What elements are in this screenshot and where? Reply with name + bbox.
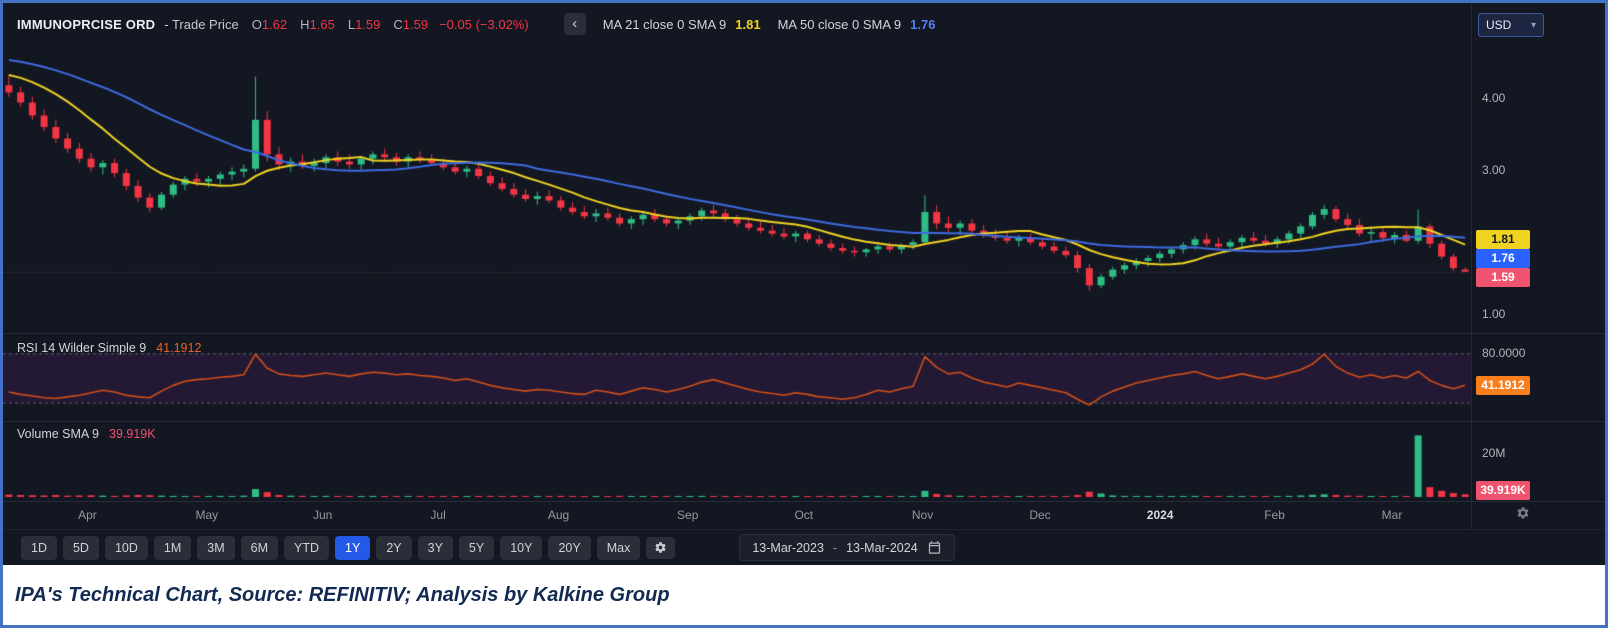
range-button-6m[interactable]: 6M [240,535,279,560]
panel-divider [3,421,1605,422]
chart-settings-button[interactable] [646,536,676,559]
range-button-10y[interactable]: 10Y [500,535,543,560]
ma50-legend-label: MA 50 close 0 SMA 9 [777,16,902,32]
toolbar: 1D 5D 10D 1M 3M 6M YTD 1Y 2Y 3Y 5Y 10Y 20Y Max 13-Mar… [3,529,1605,565]
month-label: Feb [1264,508,1285,522]
rsi-legend-label: RSI 14 Wilder Simple 9 [17,341,147,355]
axis-divider [1471,3,1472,529]
symbol-legend: IMMUNOPRCISE ORD - Trade Price O1.62 H1.… [17,13,935,35]
month-label: Apr [78,508,97,522]
range-button-max[interactable]: Max [596,535,641,560]
volume-tick-20m: 20M [1482,446,1506,460]
rsi-value-box: 41.1912 [1476,376,1530,395]
panel-divider [3,333,1605,334]
range-button-2y[interactable]: 2Y [376,535,412,560]
currency-selector[interactable]: USD ▾ [1478,13,1544,37]
month-label: Oct [794,508,814,522]
time-axis[interactable]: Apr May Jun Jul Aug Sep Oct Nov Dec 2024 Feb Mar [3,502,1471,529]
change-value: −0.05 (−3.02%) [439,16,529,32]
price-tick-1: 1.00 [1482,307,1506,321]
rsi-legend: RSI 14 Wilder Simple 9 41.1912 [17,341,201,355]
month-label: Aug [547,508,570,522]
month-label: Mar [1381,508,1403,522]
month-label: Nov [911,508,934,522]
ohlc-close: C1.59 [393,16,429,32]
month-label: Jul [430,508,446,522]
volume-legend-value: 39.919K [109,427,156,441]
range-button-3m[interactable]: 3M [197,535,235,560]
symbol-title: IMMUNOPRCISE ORD [17,16,156,32]
range-button-10d[interactable]: 10D [104,535,148,560]
currency-label: USD [1486,18,1512,32]
price-tick-3: 3.00 [1482,163,1506,177]
ma50-legend-value: 1.76 [910,16,936,32]
range-button-3y[interactable]: 3Y [417,535,453,560]
month-label: 2024 [1146,508,1174,522]
panel-divider [3,501,1605,502]
ma21-legend-label: MA 21 close 0 SMA 9 [602,16,727,32]
legend-collapse-button[interactable]: ‹ [563,13,586,35]
price-chart-canvas[interactable] [3,3,1471,501]
ma50-price-box: 1.76 [1476,249,1530,268]
chevron-left-icon: ‹ [572,15,578,32]
ohlc-low: L1.59 [347,16,381,32]
calendar-icon [927,540,942,555]
volume-legend: Volume SMA 9 39.919K [17,427,156,441]
ma21-legend-value: 1.81 [735,16,761,32]
ohlc-high: H1.65 [300,16,335,32]
chart-area: IMMUNOPRCISE ORD - Trade Price O1.62 H1.… [3,3,1605,565]
gear-icon [654,541,667,557]
date-to: 13-Mar-2024 [846,540,918,555]
date-from: 13-Mar-2023 [752,540,824,555]
price-tick-4: 4.00 [1482,91,1506,105]
month-label: May [195,508,219,522]
caption-bar: IPA's Technical Chart, Source: REFINITIV… [3,565,1605,625]
month-label: Dec [1029,508,1051,522]
volume-legend-label: Volume SMA 9 [17,427,99,441]
range-button-1m[interactable]: 1M [153,535,192,560]
range-button-1y[interactable]: 1Y [335,535,371,560]
caption-text: IPA's Technical Chart, Source: REFINITIV… [15,583,670,606]
ma21-price-box: 1.81 [1476,230,1530,249]
range-buttons: 1D 5D 10D 1M 3M 6M YTD 1Y 2Y 3Y 5Y 10Y 20Y Max [21,535,641,560]
caret-down-icon: ▾ [1530,19,1536,31]
rsi-legend-value: 41.1912 [156,341,202,355]
price-axis[interactable]: USD ▾ 4.00 3.00 1.00 1.81 1.76 1.59 80.0… [1472,3,1605,529]
series-label: - Trade Price [164,16,239,32]
ohlc-open: O1.62 [251,16,288,32]
month-label: Sep [677,508,699,522]
range-button-5d[interactable]: 5D [62,535,99,560]
month-label: Jun [312,508,333,522]
date-separator: - [832,540,838,555]
range-button-20y[interactable]: 20Y [548,535,591,560]
time-axis-gear-icon[interactable] [1516,506,1530,525]
range-button-ytd[interactable]: YTD [284,535,330,560]
rsi-tick-80: 80.0000 [1482,346,1526,360]
range-button-1d[interactable]: 1D [21,535,57,560]
range-button-5y[interactable]: 5Y [458,535,495,560]
last-price-box: 1.59 [1476,268,1530,287]
volume-sma-box: 39.919K [1476,481,1530,500]
date-range-picker[interactable]: 13-Mar-2023 - 13-Mar-2024 [739,534,955,561]
